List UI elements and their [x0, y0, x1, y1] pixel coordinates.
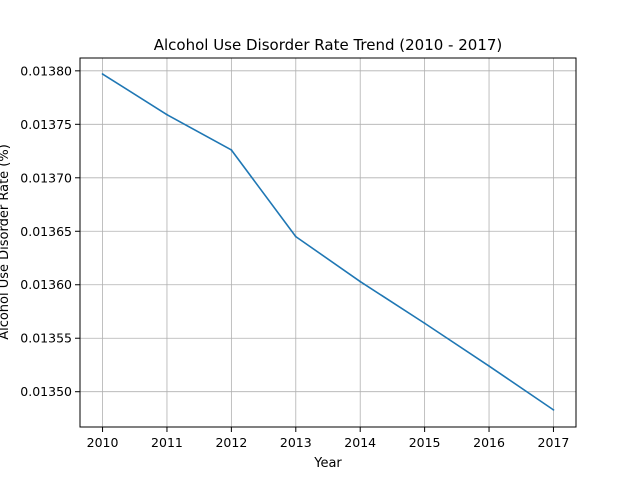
data-point	[488, 365, 490, 367]
x-axis-label: Year	[313, 456, 342, 471]
y-tick-label: 0.01365	[20, 224, 72, 239]
y-tick-label: 0.01350	[20, 384, 72, 399]
data-point	[423, 322, 426, 325]
data-point	[101, 73, 104, 75]
y-tick-label: 0.01380	[20, 63, 72, 78]
y-tick-label: 0.01370	[20, 170, 72, 185]
grid	[80, 58, 576, 427]
x-tick-label: 2014	[344, 435, 376, 450]
series-layer	[101, 73, 555, 411]
x-tick-label: 2011	[151, 435, 183, 450]
y-tick-label: 0.01355	[20, 331, 72, 346]
y-axis-label: Alcohol Use Disorder Rate (%)	[0, 144, 12, 340]
chart-title: Alcohol Use Disorder Rate Trend (2010 - …	[154, 36, 503, 54]
data-point	[166, 113, 168, 116]
x-tick-label: 2010	[87, 435, 119, 450]
y-tick-label: 0.01360	[20, 277, 72, 292]
x-tick-label: 2013	[280, 435, 312, 450]
data-point	[552, 408, 555, 411]
x-tick-label: 2015	[409, 435, 441, 450]
x-tick-label: 2017	[538, 435, 570, 450]
y-axis-ticks: 0.01350 0.01355 0.01360 0.01365 0.01370 0.013…	[20, 63, 80, 399]
x-axis-ticks: 2010 2011 2012 2013 2014 2015 2016 2017	[87, 427, 570, 450]
x-tick-label: 2016	[473, 435, 505, 450]
data-point	[294, 235, 297, 238]
data-point	[359, 280, 362, 283]
series-line	[102, 73, 554, 411]
x-tick-label: 2012	[215, 435, 247, 450]
y-tick-label: 0.01375	[20, 117, 72, 132]
plot-area-frame	[79, 57, 577, 428]
data-point	[230, 149, 233, 151]
